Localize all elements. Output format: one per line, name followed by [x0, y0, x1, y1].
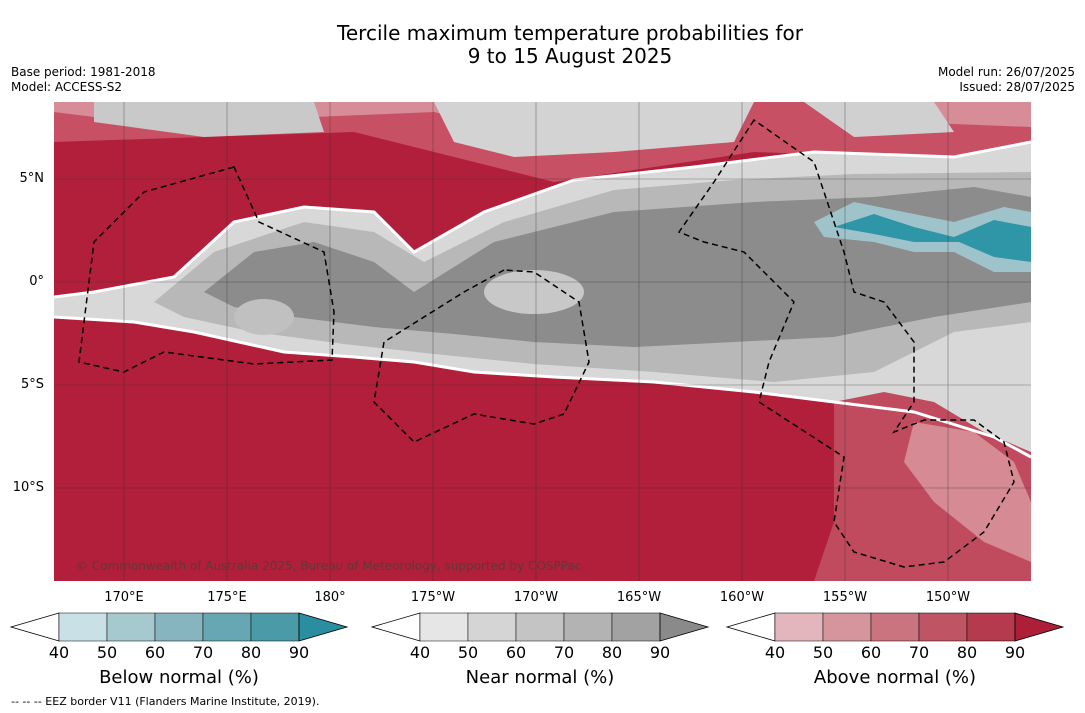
colorbar-swatch [611, 612, 661, 642]
eez-borders [78, 118, 1015, 568]
colorbar-above-normal [726, 612, 1066, 642]
cb-tick: 70 [192, 643, 214, 662]
colorbar-swatch [154, 612, 204, 642]
copyright-notice: © Commonwealth of Australia 2025, Bureau… [76, 559, 582, 573]
near-light-hole [484, 270, 584, 314]
colorbar-swatch [298, 612, 349, 642]
tercile-boundary-north [54, 140, 1031, 299]
model-name: Model: ACCESS-S2 [11, 80, 123, 94]
colorbar-title: Near normal (%) [465, 667, 615, 688]
lon-label: 150°W [925, 590, 971, 605]
cb-tick: 90 [649, 643, 671, 662]
cb-tick: 60 [860, 643, 882, 662]
colorbar-swatch [870, 612, 920, 642]
cb-tick: 70 [908, 643, 930, 662]
colorbar-swatch [966, 612, 1016, 642]
title-line-2: 9 to 15 August 2025 [467, 44, 673, 68]
meta-right: Model run: 26/07/2025 Issued: 28/07/2025 [938, 65, 1075, 95]
lat-label: 5°N [19, 171, 45, 186]
cb-tick: 80 [240, 643, 262, 662]
cb-tick: 60 [144, 643, 166, 662]
lat-label: 0° [29, 274, 44, 289]
colorbar-title: Below normal (%) [99, 667, 259, 688]
colorbar-below-normal [10, 612, 350, 642]
model-run: Model run: 26/07/2025 [937, 65, 1075, 79]
colorbar-near-normal [371, 612, 711, 642]
base-period: Base period: 1981-2018 [11, 65, 156, 79]
title-line-1: Tercile maximum temperature probabilitie… [337, 21, 803, 45]
lon-label: 175°W [410, 590, 456, 605]
cb-tick: 60 [505, 643, 527, 662]
colorbar-swatch [202, 612, 252, 642]
near-light-hole-2 [234, 299, 294, 335]
colorbar-swatch [918, 612, 968, 642]
colorbar-swatch [563, 612, 613, 642]
colorbar-swatch [250, 612, 300, 642]
colorbar-swatch [58, 612, 108, 642]
above-southeast-light [904, 422, 1031, 562]
colorbar-above-normal-swatches [726, 612, 1065, 642]
eez-footnote: -- -- -- EEZ border V11 (Flanders Marine… [11, 695, 320, 708]
near-north-patch [94, 102, 324, 137]
near-north-patch-3 [804, 102, 954, 137]
colorbar-swatch [822, 612, 872, 642]
colorbar-below-normal-swatches [10, 612, 349, 642]
below-normal-core [834, 214, 1031, 262]
cb-tick: 80 [601, 643, 623, 662]
map-title: Tercile maximum temperature probabilitie… [0, 22, 1085, 68]
colorbar-swatch [774, 612, 824, 642]
cb-tick: 90 [288, 643, 310, 662]
meta-left: Base period: 1981-2018 Model: ACCESS-S2 [11, 65, 156, 95]
colorbar-swatch [106, 612, 156, 642]
gridlines [54, 102, 1031, 581]
lon-label: 165°W [616, 590, 662, 605]
lat-label: 10°S [12, 480, 44, 495]
lon-label: 175°E [207, 590, 247, 605]
colorbar-swatch [659, 612, 710, 642]
cb-tick: 50 [96, 643, 118, 662]
near-north-patch-2 [434, 102, 754, 157]
colorbar-swatch [419, 612, 469, 642]
colorbar-near-normal-swatches [371, 612, 710, 642]
cb-tick: 50 [812, 643, 834, 662]
cb-tick: 70 [553, 643, 575, 662]
lon-label: 160°W [719, 590, 765, 605]
colorbar-swatch [1014, 612, 1065, 642]
colorbar-swatch [467, 612, 517, 642]
tercile-boundary-south [54, 315, 1031, 459]
cb-tick: 40 [409, 643, 431, 662]
lon-label: 170°E [104, 590, 144, 605]
cb-tick: 40 [48, 643, 70, 662]
cb-tick: 90 [1004, 643, 1026, 662]
lon-label: 170°W [513, 590, 559, 605]
cb-tick: 80 [956, 643, 978, 662]
colorbar-swatch [515, 612, 565, 642]
colorbar-title: Above normal (%) [813, 667, 977, 688]
lon-label: 155°W [822, 590, 868, 605]
cb-tick: 40 [764, 643, 786, 662]
cb-tick: 50 [457, 643, 479, 662]
lat-label: 5°S [20, 377, 44, 392]
probability-map [54, 102, 1031, 581]
issued-date: Issued: 28/07/2025 [959, 80, 1075, 94]
lon-label: 180° [314, 590, 346, 605]
